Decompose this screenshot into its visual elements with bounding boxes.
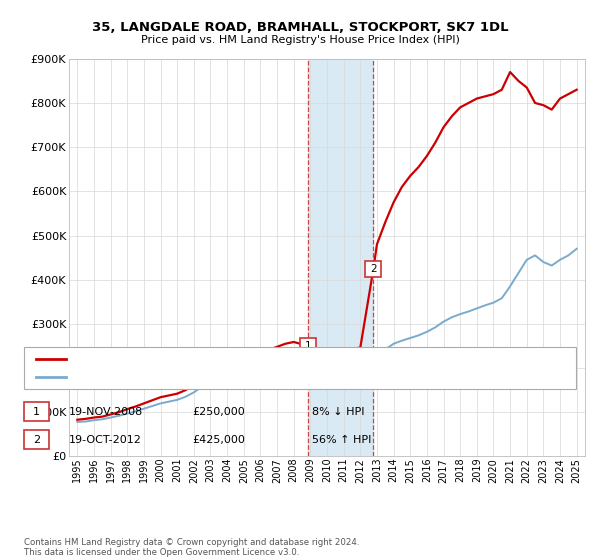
Text: 35, LANGDALE ROAD, BRAMHALL, STOCKPORT, SK7 1DL (detached house): 35, LANGDALE ROAD, BRAMHALL, STOCKPORT, …	[72, 354, 459, 364]
Text: 19-OCT-2012: 19-OCT-2012	[69, 435, 142, 445]
Text: 56% ↑ HPI: 56% ↑ HPI	[312, 435, 371, 445]
Text: 1: 1	[305, 341, 311, 351]
Text: HPI: Average price, detached house, Stockport: HPI: Average price, detached house, Stoc…	[72, 372, 316, 382]
Text: Contains HM Land Registry data © Crown copyright and database right 2024.
This d: Contains HM Land Registry data © Crown c…	[24, 538, 359, 557]
Text: 35, LANGDALE ROAD, BRAMHALL, STOCKPORT, SK7 1DL: 35, LANGDALE ROAD, BRAMHALL, STOCKPORT, …	[92, 21, 508, 34]
Text: £425,000: £425,000	[192, 435, 245, 445]
Text: £250,000: £250,000	[192, 407, 245, 417]
Text: 2: 2	[370, 264, 377, 274]
Text: 2: 2	[33, 435, 40, 445]
Bar	[308, 59, 373, 456]
Text: 8% ↓ HPI: 8% ↓ HPI	[312, 407, 365, 417]
Text: 19-NOV-2008: 19-NOV-2008	[69, 407, 143, 417]
Text: 1: 1	[33, 407, 40, 417]
Text: Price paid vs. HM Land Registry's House Price Index (HPI): Price paid vs. HM Land Registry's House …	[140, 35, 460, 45]
